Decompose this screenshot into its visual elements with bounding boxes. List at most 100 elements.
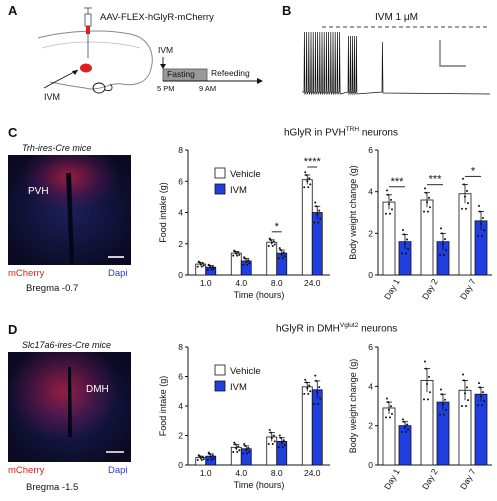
panel-c-label: C [8, 125, 18, 140]
d-food-category-label: 8.0 [271, 468, 283, 478]
c-weight-point [443, 254, 445, 256]
c-weight-point [429, 206, 431, 209]
c-weight-point [391, 208, 393, 211]
d-weight-category-label: Day 1 [382, 467, 402, 491]
d-food-point [197, 454, 200, 457]
d-food-legend-label: Vehicle [230, 366, 261, 377]
d-food-point [313, 402, 316, 405]
d-food-point [304, 378, 307, 381]
d-food-point [201, 456, 204, 459]
voltage-trace [302, 31, 491, 96]
c-food-point [199, 263, 202, 266]
d-food-ylabel: Food intake (g) [158, 376, 168, 437]
c-food-legend-swatch [214, 167, 226, 179]
d-weight-bar-ivm [474, 393, 488, 466]
c-weight-point [402, 229, 404, 231]
c-weight-point [480, 222, 482, 225]
c-food-point [268, 237, 271, 240]
c-title-main: hGlyR in PVH [284, 127, 346, 139]
c-food-point [207, 263, 210, 266]
c-food-ytick-label: 4 [178, 208, 183, 218]
c-food-point [233, 249, 236, 252]
d-food-point [306, 387, 309, 390]
injection-target [80, 63, 92, 73]
c-food-point [283, 255, 286, 258]
c-ventricle [66, 173, 124, 265]
d-food-point [268, 428, 271, 431]
c-food-point [197, 260, 200, 263]
ivm-dose-label: IVM 1 μM [375, 12, 418, 23]
c-weight-point [483, 229, 485, 232]
d-weight-bar-vehicle [458, 389, 472, 466]
c-food-point [307, 186, 310, 189]
d-food-ytick-label: 6 [178, 372, 183, 382]
d-food-point [242, 452, 245, 455]
mouse-body [92, 82, 106, 94]
c-weight-point [406, 238, 408, 241]
d-weight-point [466, 386, 468, 389]
c-food-point [306, 180, 309, 183]
d-weight-point [388, 408, 390, 411]
d-weight-point [439, 413, 441, 416]
d-weight-point [477, 404, 479, 407]
c-food-point [235, 252, 238, 255]
d-food-point [234, 443, 237, 446]
c-food-legend-label: Vehicle [230, 169, 261, 180]
d-food-point [317, 402, 320, 405]
c-food-point [309, 183, 312, 186]
cortex-line [41, 41, 141, 49]
c-food-point [237, 251, 240, 254]
c-weight-point [439, 254, 441, 256]
d-weight-point [402, 418, 404, 421]
d-weight-point [387, 401, 389, 404]
d-weight-point [480, 395, 482, 398]
d-food-point [316, 391, 319, 394]
c-food-point [267, 244, 270, 247]
d-weight-point [428, 375, 430, 378]
d-food-point [305, 381, 308, 384]
c-food-point [244, 257, 247, 260]
d-food-point [232, 451, 235, 454]
d-weight-point [403, 420, 405, 423]
c-food-point [277, 257, 280, 260]
d-food-ytick-label: 0 [178, 460, 183, 470]
c-food-sig-label: **** [304, 156, 322, 168]
d-bregma-label: Bregma -1.5 [26, 482, 79, 493]
c-weight-point [462, 177, 464, 180]
c-weight-ylabel: Body weight change (g) [348, 165, 358, 260]
c-micrograph [8, 155, 131, 265]
d-food-ytick-label: 2 [178, 431, 183, 441]
c-food-point [206, 268, 209, 271]
c-weight-point [444, 238, 446, 241]
panel-a-label: A [8, 3, 18, 18]
c-weight-point [477, 234, 479, 237]
c-food-point [319, 217, 322, 220]
c-food-point [282, 251, 285, 254]
c-food-point [246, 263, 249, 266]
c-weight-point [428, 196, 430, 199]
d-weight-bar-ivm [436, 401, 450, 466]
d-food-point [209, 455, 212, 458]
d-food-point [199, 457, 202, 460]
d-weight-point [465, 405, 467, 407]
c-weight-point [404, 242, 406, 245]
d-title-main: hGlyR in DMH [276, 323, 340, 335]
c-food-point [304, 171, 307, 174]
c-weight-point [465, 207, 467, 210]
d-food-point [307, 392, 310, 395]
c-food-point [196, 265, 199, 268]
d-food-point [248, 450, 251, 453]
c-food-category-label: 1.0 [200, 278, 212, 288]
c-food-point [270, 241, 273, 244]
d-weight-point [406, 423, 408, 426]
c-title-end: neurons [359, 127, 398, 139]
c-food-point [273, 243, 276, 246]
c-food-point [305, 174, 308, 176]
c-weight-point [440, 227, 442, 230]
c-weight-point [424, 187, 426, 190]
c-weight-point [389, 212, 391, 215]
c-weight-point [425, 191, 427, 194]
c-weight-point [442, 243, 444, 246]
d-title-sup: Vglut2 [339, 322, 359, 329]
